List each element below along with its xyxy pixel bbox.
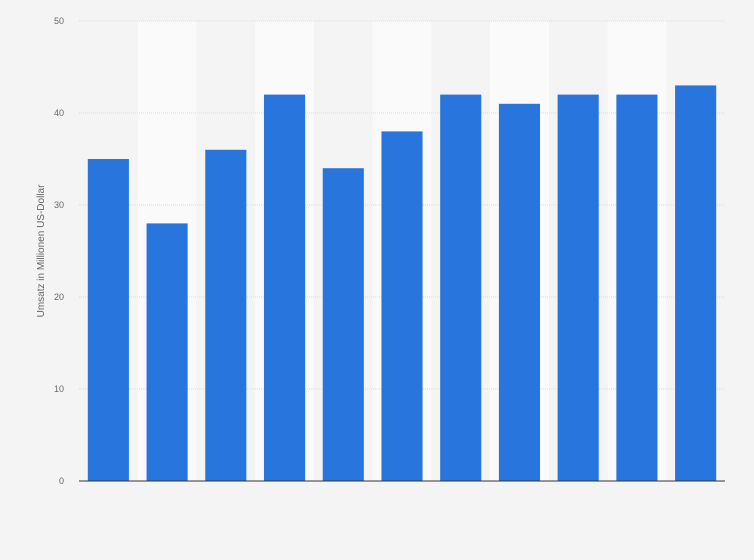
y-tick-label: 10	[54, 384, 64, 394]
bar	[498, 103, 541, 482]
bar	[616, 94, 658, 481]
y-tick-label: 0	[59, 476, 64, 486]
y-tick-label: 40	[54, 108, 64, 118]
y-tick-label: 50	[54, 16, 64, 26]
bar	[322, 168, 364, 481]
bar	[440, 94, 482, 481]
bar	[87, 159, 129, 481]
bar	[205, 149, 247, 482]
y-axis-ticks: 0 10 20 30 40 50	[54, 16, 64, 486]
bar	[146, 223, 188, 481]
y-tick-label: 30	[54, 200, 64, 210]
bar	[381, 131, 423, 481]
bar	[675, 85, 717, 482]
y-tick-label: 20	[54, 292, 64, 302]
bar	[557, 94, 599, 481]
bars	[87, 85, 717, 482]
y-axis-label: Umsatz in Millionen US-Dollar	[36, 184, 47, 317]
bar	[263, 94, 306, 481]
